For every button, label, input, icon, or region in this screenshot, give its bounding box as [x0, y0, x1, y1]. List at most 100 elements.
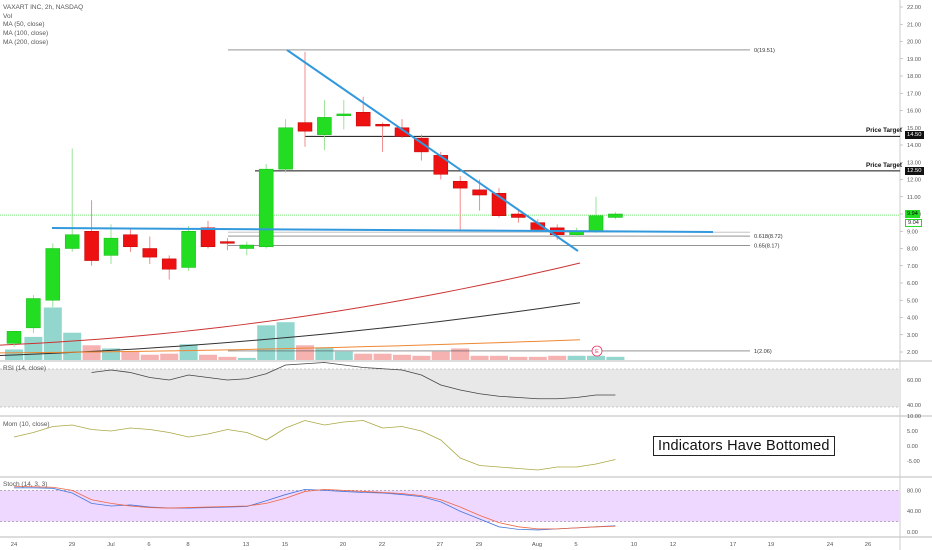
volume-bar	[276, 322, 295, 360]
volume-bar	[470, 355, 489, 360]
mom-tick-label: -5.00	[907, 459, 920, 465]
candle-body	[375, 124, 390, 127]
candle-body	[278, 127, 293, 170]
candle-body	[45, 248, 61, 301]
volume-bar	[237, 357, 256, 360]
volume-bar	[121, 351, 140, 360]
candle-body	[123, 234, 138, 248]
fib-level-label: 0(19.51)	[754, 48, 775, 54]
rsi-band	[0, 369, 900, 407]
volume-bar	[179, 344, 198, 360]
mom-title[interactable]: Mom (10, close)	[3, 421, 50, 428]
momentum-line	[13, 420, 616, 471]
volume-bar	[451, 348, 470, 360]
price-tick-label: 9.00	[907, 229, 918, 235]
volume-bar	[199, 354, 217, 360]
price-tick-label: 13.00	[907, 160, 921, 166]
candle-body	[472, 189, 487, 196]
horizontal-support-line	[51, 227, 714, 233]
candle-body	[433, 155, 449, 175]
mom-tick-label: 10.00	[907, 414, 921, 420]
legend-vol[interactable]: Vol	[3, 12, 13, 20]
date-tick-label: 15	[282, 542, 288, 548]
date-tick-label: Jul	[107, 542, 114, 548]
volume-bar	[140, 354, 159, 360]
ma50-line	[0, 302, 581, 356]
rsi-tick-label: 40.00	[907, 403, 921, 409]
candle-body	[297, 122, 313, 132]
stoch-tick-label: 40.00	[907, 509, 921, 515]
ma100-line	[0, 262, 581, 346]
candle-body	[317, 117, 332, 135]
volume-bar	[354, 353, 373, 360]
volume-bar	[296, 345, 314, 360]
volume-bar	[24, 336, 43, 360]
fib-level-label: 0.65(8.17)	[754, 244, 780, 250]
symbol-line[interactable]: VAXART INC, 2h, NASDAQ	[3, 4, 84, 11]
date-tick-label: 5	[574, 542, 577, 548]
date-tick-label: 8	[186, 542, 189, 548]
price-tick-label: 7.00	[907, 264, 918, 270]
fib-level-label: 1(2.06)	[754, 349, 772, 355]
volume-bar	[587, 355, 605, 360]
date-tick-label: Aug	[532, 542, 542, 548]
ma200-line	[0, 339, 581, 354]
mom-tick-label: 0.00	[907, 444, 918, 450]
candle-body	[161, 258, 177, 270]
price-tick-label: 12.00	[907, 178, 921, 184]
date-tick-label: 22	[379, 542, 385, 548]
candle-body	[64, 234, 80, 249]
date-tick-label: 6	[147, 542, 150, 548]
price-tick-label: 18.00	[907, 74, 921, 80]
rsi-tick-label: 60.00	[907, 378, 921, 384]
volume-bar	[606, 356, 625, 360]
price-tick-label: 6.00	[907, 281, 918, 287]
date-tick-label: 10	[631, 542, 637, 548]
legend-ma50[interactable]: MA (50, close)	[3, 21, 45, 29]
fib-level-label: 0.618(8.72)	[754, 234, 783, 240]
candle-body	[6, 331, 22, 344]
last-price-alt-tag: 9.04	[905, 219, 922, 227]
volume-bar	[160, 353, 179, 360]
volume-bar	[431, 351, 450, 360]
price-tick-label: 11.00	[907, 195, 921, 201]
event-marker	[591, 345, 603, 357]
volume-bar	[102, 348, 120, 360]
date-tick-label: 19	[768, 542, 774, 548]
date-tick-label: 20	[340, 542, 346, 548]
date-tick-label: 26	[865, 542, 871, 548]
legend-ma100[interactable]: MA (100, close)	[3, 30, 49, 38]
candle-body	[181, 231, 196, 268]
price-tick-label: 20.00	[907, 40, 921, 46]
descending-trendline	[286, 49, 579, 252]
mom-tick-label: 5.00	[907, 429, 918, 435]
date-tick-label: 12	[670, 542, 676, 548]
price-tick-label: 14.00	[907, 143, 921, 149]
candle-body	[103, 237, 119, 256]
candle-body	[511, 213, 526, 218]
stoch-tick-label: 80.00	[907, 488, 921, 494]
last-price-tag: 9.94	[905, 210, 920, 218]
stoch-title[interactable]: Stoch (14, 3, 3)	[3, 481, 48, 488]
candle-body	[142, 248, 158, 258]
volume-bar	[43, 307, 62, 360]
volume-bar	[490, 355, 508, 360]
candle-body	[258, 168, 274, 248]
price-tick-label: 8.00	[907, 247, 918, 253]
date-tick-label: 29	[476, 542, 482, 548]
price-tick-label: 15.00	[907, 126, 921, 132]
volume-bar	[567, 355, 586, 360]
rsi-line	[91, 362, 616, 400]
price-target-label-2: Price Target	[866, 162, 902, 169]
rsi-title[interactable]: RSI (14, close)	[3, 365, 46, 372]
price-tick-label: 16.00	[907, 109, 921, 115]
date-tick-label: 13	[243, 542, 249, 548]
volume-bar	[257, 325, 276, 360]
legend-ma200[interactable]: MA (200, close)	[3, 38, 49, 46]
price-tick-label: 17.00	[907, 91, 921, 97]
candle-body	[608, 213, 623, 218]
candle-body	[200, 227, 216, 248]
candle-body	[588, 215, 604, 232]
volume-bar	[528, 356, 547, 360]
